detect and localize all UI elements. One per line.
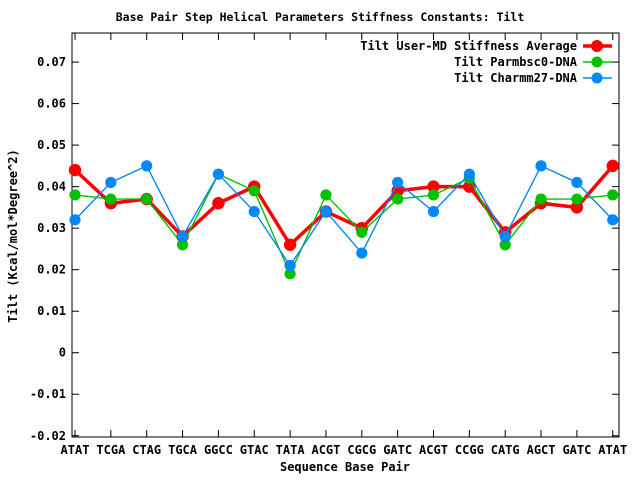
data-point	[176, 230, 189, 243]
data-point	[427, 205, 440, 218]
legend-point-sample	[591, 40, 603, 52]
data-point	[571, 176, 583, 189]
data-point	[212, 197, 225, 210]
data-series	[68, 159, 619, 280]
series-line-0	[73, 164, 615, 248]
data-point	[356, 226, 368, 238]
data-point	[499, 230, 511, 243]
data-point	[283, 238, 297, 251]
axis-ticks: 0.070.060.050.040.030.020.010-0.01-0.02A…	[30, 33, 627, 457]
data-point	[356, 247, 368, 259]
data-point	[392, 176, 404, 189]
y-tick-label: 0.06	[37, 97, 66, 111]
y-tick-label: -0.02	[30, 429, 66, 443]
x-tick-label: TATA	[276, 443, 306, 457]
data-point	[69, 214, 81, 226]
x-tick-label: GTAC	[240, 443, 269, 457]
data-point	[212, 168, 224, 180]
data-point	[248, 185, 260, 197]
data-point	[535, 160, 547, 172]
x-tick-label: TGCA	[168, 443, 198, 457]
data-point	[248, 205, 260, 218]
data-point	[320, 205, 332, 218]
x-tick-label: CATG	[491, 443, 520, 457]
x-tick-label: TCGA	[96, 443, 126, 457]
x-tick-label: GGCC	[204, 443, 233, 457]
legend-point-sample	[591, 72, 603, 84]
legend-entry: Tilt Parmbsc0-DNA	[454, 55, 612, 69]
data-point	[284, 259, 296, 272]
data-point	[69, 189, 81, 201]
legend-label: Tilt User-MD Stiffness Average	[360, 39, 577, 53]
legend-entry: Tilt User-MD Stiffness Average	[360, 39, 612, 53]
x-tick-label: ACGT	[311, 443, 340, 457]
data-point	[427, 189, 440, 201]
chart-title: Base Pair Step Helical Parameters Stiffn…	[116, 10, 525, 24]
data-point	[105, 193, 117, 205]
legend-entry: Tilt Charmm27-DNA	[454, 71, 612, 85]
x-tick-label: CGCG	[347, 443, 376, 457]
x-axis-label: Sequence Base Pair	[280, 460, 410, 474]
y-tick-label: 0.03	[37, 221, 66, 235]
y-tick-label: 0.01	[37, 304, 66, 318]
data-point	[68, 163, 82, 177]
data-point	[141, 160, 153, 172]
y-tick-label: 0.02	[37, 263, 66, 277]
data-point	[535, 193, 547, 205]
y-tick-label: 0.07	[37, 55, 66, 69]
data-point	[141, 193, 153, 205]
y-tick-label: 0.04	[37, 180, 66, 194]
x-tick-label: CCGG	[455, 443, 484, 457]
x-tick-label: AGCT	[527, 443, 556, 457]
x-tick-label: ATAT	[598, 443, 627, 457]
legend-point-sample	[591, 56, 603, 68]
x-tick-label: ATAT	[61, 443, 90, 457]
y-tick-label: 0.05	[37, 138, 66, 152]
data-point	[606, 159, 619, 173]
y-tick-label: -0.01	[30, 387, 66, 401]
data-point	[607, 189, 619, 201]
data-point	[427, 180, 440, 193]
data-point	[105, 176, 117, 189]
y-tick-label: 0	[59, 346, 66, 360]
legend-label: Tilt Parmbsc0-DNA	[454, 55, 578, 69]
x-tick-label: ACGT	[419, 443, 448, 457]
data-point	[607, 214, 619, 226]
data-point	[320, 189, 332, 201]
series-line-2	[74, 164, 614, 267]
plot-area-border	[71, 32, 620, 438]
legend: Tilt User-MD Stiffness Average Tilt Parmb…	[360, 39, 612, 85]
x-tick-label: GATC	[562, 443, 591, 457]
legend-label: Tilt Charmm27-DNA	[454, 71, 578, 85]
data-point	[392, 193, 404, 205]
data-point	[499, 239, 511, 251]
series-line-1	[74, 173, 613, 276]
y-axis-label: Tilt (Kcal/mol*Degree^2)	[6, 149, 20, 322]
data-point	[176, 239, 189, 251]
data-point	[463, 168, 475, 180]
data-point	[284, 268, 296, 280]
x-tick-label: CTAG	[132, 443, 161, 457]
data-point	[570, 201, 584, 214]
data-point	[571, 193, 583, 205]
x-tick-label: GATC	[383, 443, 412, 457]
